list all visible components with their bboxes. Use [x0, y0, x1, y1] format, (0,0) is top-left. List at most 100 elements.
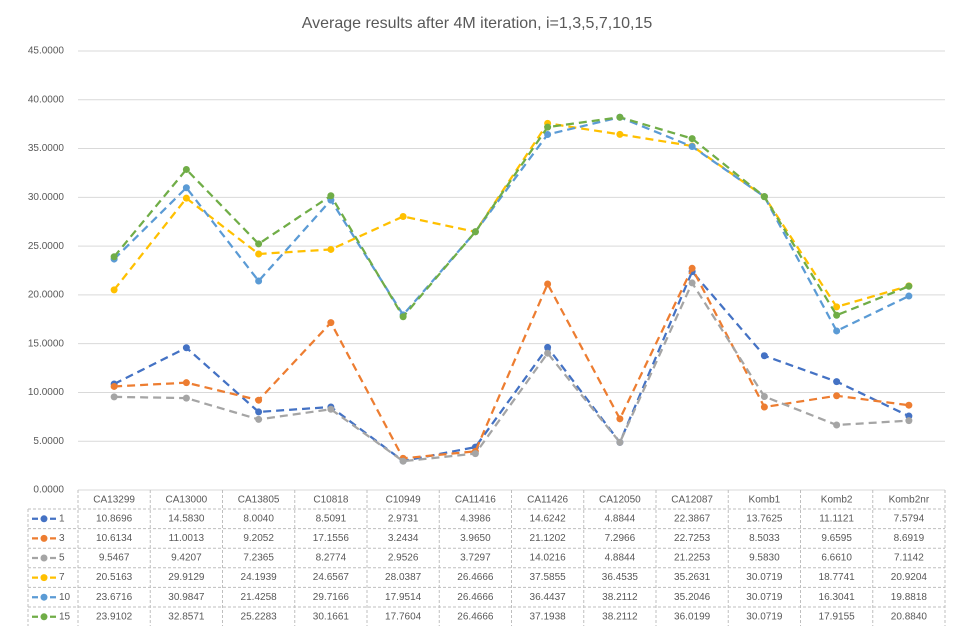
x-tick-label: Komb2	[821, 495, 853, 506]
table-value: 9.5467	[99, 553, 130, 564]
table-value: 14.6242	[530, 513, 567, 524]
data-point	[688, 143, 696, 151]
data-point	[544, 280, 552, 288]
data-point	[327, 245, 335, 253]
y-tick-label: 45.0000	[28, 46, 65, 57]
data-point	[760, 403, 768, 411]
table-value: 7.1142	[894, 553, 924, 564]
table-value: 2.9526	[388, 553, 419, 564]
data-point	[688, 135, 696, 143]
data-point	[760, 393, 768, 401]
y-tick-label: 15.0000	[28, 338, 65, 349]
legend-label: 5	[59, 553, 65, 564]
table-value: 13.7625	[746, 513, 783, 524]
table-value: 8.0040	[243, 513, 274, 524]
table-value: 23.9102	[96, 611, 133, 622]
data-point	[905, 282, 913, 290]
table-value: 19.8818	[891, 592, 928, 603]
data-point	[905, 292, 913, 300]
y-tick-label: 30.0000	[28, 192, 65, 203]
table-value: 29.9129	[168, 572, 205, 583]
table-value: 14.5830	[168, 513, 205, 524]
table-value: 2.9731	[388, 513, 419, 524]
data-point	[616, 415, 624, 423]
table-value: 26.4666	[457, 572, 494, 583]
table-value: 9.6595	[821, 533, 852, 544]
data-point	[110, 253, 118, 261]
table-value: 10.6134	[96, 533, 133, 544]
table-value: 25.2283	[241, 611, 278, 622]
series-line	[114, 280, 909, 463]
table-value: 20.8840	[891, 611, 928, 622]
data-point	[327, 192, 335, 200]
table-value: 11.1121	[819, 513, 854, 524]
table-value: 23.6716	[96, 592, 133, 603]
table-value: 36.4535	[602, 572, 639, 583]
data-point	[255, 396, 263, 404]
table-value: 18.7741	[819, 572, 856, 583]
y-tick-label: 40.0000	[28, 94, 65, 105]
data-point	[833, 421, 841, 429]
x-tick-label: CA12050	[599, 495, 641, 506]
x-tick-label: CA11416	[455, 495, 496, 506]
data-point	[255, 250, 263, 258]
table-value: 7.5794	[894, 513, 925, 524]
data-point	[182, 194, 190, 202]
series-line	[113, 116, 910, 333]
table-value: 30.0719	[746, 572, 783, 583]
table-value: 21.4258	[241, 592, 278, 603]
legend-marker	[40, 515, 48, 523]
y-tick-label: 25.0000	[28, 241, 65, 252]
table-value: 35.2631	[674, 572, 711, 583]
table-value: 37.5855	[530, 572, 567, 583]
table-value: 8.2774	[316, 553, 347, 564]
table-value: 30.9847	[168, 592, 205, 603]
table-value: 9.2052	[243, 533, 274, 544]
table-value: 17.9514	[385, 592, 422, 603]
x-tick-label: C10818	[313, 495, 348, 506]
data-point	[544, 343, 552, 351]
y-tick-label: 20.0000	[28, 290, 65, 301]
table-value: 20.9204	[891, 572, 928, 583]
data-point	[399, 212, 407, 220]
table-value: 38.2112	[602, 611, 638, 622]
legend-label: 10	[59, 592, 71, 603]
data-point	[327, 405, 335, 413]
table-value: 9.5830	[749, 553, 780, 564]
data-point	[399, 457, 407, 465]
data-point	[616, 113, 624, 121]
table-value: 4.3986	[460, 513, 491, 524]
data-point	[833, 392, 841, 400]
series-line	[113, 122, 910, 309]
data-point	[833, 311, 841, 319]
data-point	[182, 184, 190, 192]
data-point	[688, 279, 696, 287]
data-point	[182, 344, 190, 352]
series-line	[114, 265, 910, 460]
series-line	[113, 269, 910, 463]
table-value: 8.5033	[749, 533, 780, 544]
table-value: 30.0719	[746, 611, 783, 622]
table-value: 26.4666	[457, 592, 494, 603]
table-value: 6.6610	[821, 553, 852, 564]
data-point	[616, 438, 624, 446]
table-value: 21.1202	[530, 533, 567, 544]
table-value: 17.9155	[819, 611, 856, 622]
data-point	[110, 286, 118, 294]
y-tick-label: 5.0000	[33, 436, 64, 447]
table-value: 7.2365	[243, 553, 274, 564]
data-point	[833, 327, 841, 335]
data-point	[471, 228, 479, 236]
table-value: 3.9650	[460, 533, 491, 544]
table-value: 22.3867	[674, 513, 711, 524]
table-value: 8.5091	[316, 513, 347, 524]
legend-label: 3	[59, 533, 65, 544]
legend-label: 1	[59, 513, 65, 524]
y-tick-label: 0.0000	[33, 485, 64, 496]
table-value: 7.2966	[605, 533, 636, 544]
data-point	[544, 130, 552, 138]
legend-label: 15	[59, 611, 71, 622]
table-value: 38.2112	[602, 592, 638, 603]
legend-label: 7	[59, 572, 65, 583]
legend-marker	[40, 534, 48, 542]
